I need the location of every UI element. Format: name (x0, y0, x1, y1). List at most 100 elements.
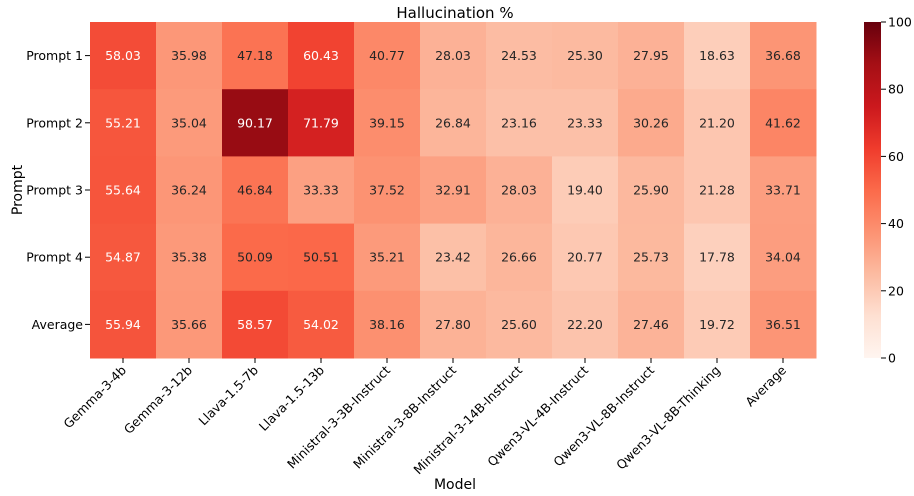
cell-value-label: 55.21 (105, 115, 141, 130)
heatmap-cell (288, 290, 355, 359)
heatmap-cell (684, 89, 751, 157)
heatmap-cell (552, 156, 619, 225)
heatmap-cell (618, 290, 685, 359)
heatmap-cell (156, 156, 223, 225)
cell-value-label: 35.38 (171, 250, 207, 265)
cell-value-label: 24.53 (501, 48, 537, 63)
cell-value-label: 90.17 (237, 115, 273, 130)
heatmap-cell (486, 89, 553, 157)
heatmap-cell (420, 89, 487, 157)
heatmap-cell (486, 223, 553, 292)
cell-value-label: 28.03 (435, 48, 471, 63)
heatmap-cell (354, 156, 421, 225)
y-axis-label: Prompt (10, 164, 26, 215)
colorbar (864, 22, 881, 358)
cell-value-label: 36.51 (765, 317, 801, 332)
cell-value-label: 38.16 (369, 317, 405, 332)
cell-value-label: 60.43 (303, 48, 339, 63)
cell-value-label: 27.80 (435, 317, 471, 332)
heatmap-cell (222, 290, 289, 359)
heatmap-cell (90, 223, 157, 292)
heatmap-cell (420, 290, 487, 359)
x-tick-label: Llava-1.5-13b (256, 362, 327, 433)
cell-value-label: 33.71 (765, 183, 801, 198)
cell-value-label: 25.73 (633, 250, 669, 265)
heatmap-cell (420, 223, 487, 292)
cell-value-label: 27.46 (633, 317, 669, 332)
colorbar-tick-label: 80 (888, 82, 904, 97)
cell-value-label: 54.02 (303, 317, 339, 332)
heatmap-cell (618, 156, 685, 225)
chart-title: Hallucination % (396, 4, 513, 22)
heatmap-cell (750, 290, 817, 359)
x-tick-label: Gemma-3-12b (121, 362, 195, 436)
cell-value-label: 19.40 (567, 183, 603, 198)
heatmap-cell (354, 89, 421, 157)
heatmap-cell (354, 290, 421, 359)
cell-value-label: 28.03 (501, 183, 537, 198)
y-tick-label: Prompt 3 (26, 183, 83, 198)
cell-value-label: 23.42 (435, 250, 471, 265)
heatmap-cell (288, 22, 355, 90)
heatmap-cell (486, 156, 553, 225)
cell-value-label: 50.09 (237, 250, 273, 265)
x-axis-label: Model (434, 477, 476, 493)
cell-value-label: 35.04 (171, 115, 207, 130)
heatmap-cell (684, 223, 751, 292)
heatmap-cell (420, 22, 487, 90)
cell-value-label: 41.62 (765, 115, 801, 130)
cell-value-label: 17.78 (699, 250, 735, 265)
cell-value-label: 26.66 (501, 250, 537, 265)
cell-value-label: 36.68 (765, 48, 801, 63)
cell-value-label: 55.94 (105, 317, 141, 332)
cell-value-label: 19.72 (699, 317, 735, 332)
cell-value-label: 39.15 (369, 115, 405, 130)
colorbar-tick-label: 20 (888, 283, 904, 298)
cell-value-label: 18.63 (699, 48, 735, 63)
heatmap-cell (156, 223, 223, 292)
heatmap-cell (354, 22, 421, 90)
colorbar-tick-label: 60 (888, 149, 904, 164)
cell-value-label: 21.20 (699, 115, 735, 130)
heatmap-cell (618, 22, 685, 90)
heatmap-cells: 58.03 35.98 47.18 60.43 40.77 28.03 24.53 25.30… (90, 22, 817, 359)
cell-value-label: 35.66 (171, 317, 207, 332)
y-tick-label: Prompt 1 (26, 48, 83, 63)
y-tick-label: Prompt 4 (26, 250, 83, 265)
heatmap-cell (618, 89, 685, 157)
cell-value-label: 23.16 (501, 115, 537, 130)
y-tick-label: Average (32, 317, 84, 332)
heatmap-cell (354, 223, 421, 292)
cell-value-label: 34.04 (765, 250, 801, 265)
cell-value-label: 30.26 (633, 115, 669, 130)
heatmap-cell (90, 290, 157, 359)
cell-value-label: 47.18 (237, 48, 273, 63)
heatmap-cell (222, 156, 289, 225)
cell-value-label: 26.84 (435, 115, 471, 130)
heatmap-cell (420, 156, 487, 225)
heatmap-cell (288, 223, 355, 292)
cell-value-label: 35.98 (171, 48, 207, 63)
heatmap-cell (684, 290, 751, 359)
cell-value-label: 25.90 (633, 183, 669, 198)
x-tick-label: Gemma-3-4b (60, 362, 129, 431)
cell-value-label: 40.77 (369, 48, 405, 63)
cell-value-label: 35.21 (369, 250, 405, 265)
cell-value-label: 33.33 (303, 183, 339, 198)
y-tick-label: Prompt 2 (26, 115, 83, 130)
heatmap-cell (288, 156, 355, 225)
heatmap-cell (222, 223, 289, 292)
cell-value-label: 22.20 (567, 317, 603, 332)
heatmap-cell (552, 290, 619, 359)
heatmap-cell (156, 22, 223, 90)
colorbar-tick-label: 100 (888, 15, 912, 30)
cell-value-label: 58.57 (237, 317, 273, 332)
x-tick-label: Average (742, 362, 789, 409)
heatmap-cell (90, 89, 157, 157)
colorbar-tick-label: 40 (888, 216, 904, 231)
cell-value-label: 20.77 (567, 250, 603, 265)
heatmap-cell (222, 89, 289, 157)
heatmap-cell (552, 223, 619, 292)
colorbar-tick-label: 0 (888, 351, 896, 366)
